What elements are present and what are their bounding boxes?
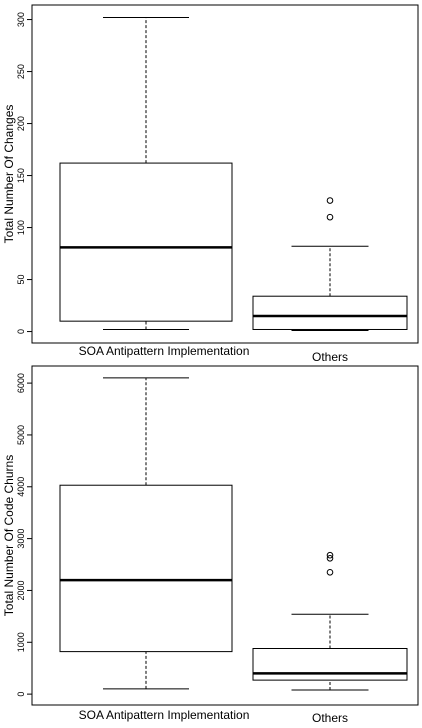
outlier: [326, 213, 334, 221]
y-tick-label: 0: [16, 329, 26, 334]
box: [59, 162, 233, 322]
plot-frame: [31, 4, 419, 344]
y-tick-label: 6000: [16, 373, 26, 393]
x-tick-label: Others: [312, 350, 348, 364]
y-tick-label: 3000: [16, 529, 26, 549]
y-tick-label: 150: [16, 168, 26, 183]
outlier: [326, 555, 334, 562]
plot-frame: [31, 365, 419, 706]
x-tick-label: SOA Antipattern Implementation: [79, 344, 250, 358]
y-tick-label: 4000: [16, 477, 26, 497]
x-tick-label: SOA Antipattern Implementation: [79, 708, 250, 722]
y-tick-label: 2000: [16, 580, 26, 600]
x-tick-label: Others: [312, 711, 348, 725]
outlier: [326, 197, 334, 204]
y-tick-label: 5000: [16, 425, 26, 445]
y-tick-label: 100: [16, 220, 26, 235]
y-tick-label: 50: [16, 275, 26, 285]
outlier: [326, 569, 334, 576]
y-tick-label: 200: [16, 116, 26, 131]
y-tick-label: 300: [16, 12, 26, 27]
box: [252, 295, 408, 330]
y-axis-label: Total Number Of Code Churns: [2, 455, 16, 616]
y-tick-label: 1000: [16, 632, 26, 652]
box: [59, 484, 233, 653]
y-tick-label: 250: [16, 64, 26, 79]
outlier: [326, 551, 334, 559]
y-axis-label: Total Number Of Changes: [2, 105, 16, 244]
box: [252, 648, 408, 681]
y-tick-label: 0: [16, 692, 26, 697]
